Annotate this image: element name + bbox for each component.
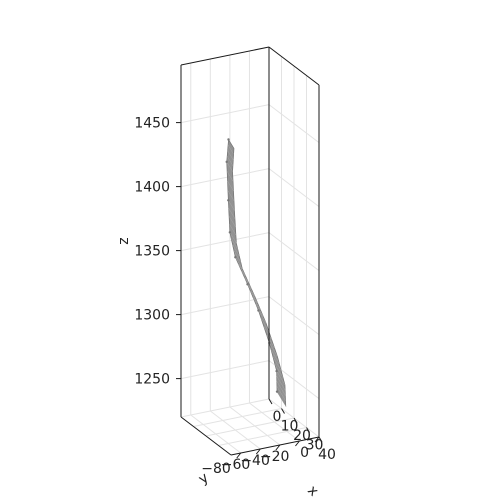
- z-gridline-left-2: [180, 232, 270, 252]
- surface-texture-line: [228, 208, 236, 219]
- surface-texture-line: [270, 349, 280, 364]
- x-tick-label-3: 30: [306, 438, 324, 454]
- axes-frame: [176, 46, 323, 459]
- frame-top-right: [268, 46, 320, 86]
- tick-labels: 1250 1300 1350 1400 1450 0 −20−40−60−80 0102030…: [134, 116, 336, 477]
- left-pane: [181, 47, 269, 417]
- surface-texture-line: [229, 224, 237, 236]
- surface-texture-line: [227, 180, 234, 192]
- surface-texture-line: [226, 161, 233, 172]
- x-tick-mark-3: [306, 427, 310, 433]
- surface-texture-line: [238, 263, 246, 276]
- z-gridline-left-3: [180, 168, 270, 188]
- y-tick-label-3: −60: [221, 457, 251, 473]
- frame-floor-front: [180, 416, 232, 456]
- x-gridline-floor-2: [205, 417, 295, 437]
- surface-point-4: [246, 283, 249, 286]
- surface-texture-line: [263, 326, 272, 340]
- surface-series: [225, 138, 287, 408]
- surface-texture-line: [269, 342, 278, 357]
- surface-texture-line: [235, 257, 243, 269]
- x-tick-label-2: 20: [293, 428, 311, 444]
- y-tick-label-4: −80: [201, 461, 231, 477]
- surface-texture-line: [229, 232, 237, 244]
- z-gridline-left-0: [180, 360, 270, 380]
- y-tick-label-0: 0: [300, 445, 309, 461]
- z-gridline-left-4: [180, 104, 270, 124]
- surface-texture-line: [233, 250, 242, 263]
- y-tick-mark-2: [275, 444, 281, 451]
- surface-texture-line: [276, 381, 286, 396]
- z-tick-label-0: 1250: [134, 372, 170, 388]
- x-gridline-floor-3: [218, 427, 307, 446]
- surface-texture-line: [228, 200, 235, 211]
- x-tick-mark-2: [293, 417, 298, 424]
- y-tick-mark-4: [236, 452, 242, 459]
- surface-texture-line: [258, 310, 267, 324]
- y-tick-label-2: −40: [240, 453, 270, 469]
- z-tick-label-2: 1350: [134, 244, 170, 260]
- surface-texture-line: [276, 376, 286, 391]
- surface-texture-line: [276, 391, 287, 407]
- surface-texture-line: [226, 156, 234, 166]
- surface-ribbon: [226, 138, 287, 408]
- surface-texture-line: [252, 297, 261, 310]
- z-tick-label-4: 1450: [134, 116, 170, 132]
- surface-point-5: [234, 256, 237, 259]
- z-axis-label: z: [116, 237, 132, 244]
- frame-floor-right: [230, 436, 320, 456]
- surface-point-0: [275, 390, 279, 393]
- y-tick-mark-3: [255, 448, 261, 455]
- x-tick-label-0: 0: [273, 409, 282, 425]
- x-tick-label-1: 10: [281, 419, 299, 435]
- surface-texture-line: [276, 386, 286, 401]
- z-tick-label-3: 1400: [134, 180, 170, 196]
- gridlines: [180, 47, 320, 456]
- surface-texture-line: [228, 216, 236, 227]
- x-gridline-floor-1: [193, 408, 282, 427]
- z-tick-label-1: 1300: [134, 308, 170, 324]
- surface-point-1: [275, 369, 278, 373]
- x-gridline-floor-0: [180, 398, 270, 418]
- surface-texture-line: [227, 190, 235, 201]
- surface-point-8: [225, 160, 228, 164]
- surface-point-7: [227, 199, 230, 202]
- x-tick-mark-0: [268, 398, 273, 405]
- surface-texture-line: [260, 318, 270, 332]
- surface-texture-line: [272, 356, 282, 371]
- surface-texture-line: [274, 363, 284, 378]
- y-tick-mark-1: [295, 440, 300, 447]
- surface-texture-line: [247, 284, 256, 297]
- surface-texture-line: [266, 334, 275, 349]
- surface-texture-line: [241, 270, 249, 283]
- x-tick-label-4: 40: [318, 447, 336, 463]
- surface-point-3: [257, 309, 260, 312]
- y-tick-label-1: −20: [260, 449, 290, 465]
- surface-texture-line: [250, 290, 258, 304]
- surface-point-6: [228, 231, 232, 234]
- x-tick-mark-1: [281, 408, 285, 414]
- x-axis-label: x: [304, 483, 321, 500]
- surface-texture-line: [276, 370, 286, 386]
- surface-texture-line: [232, 244, 240, 257]
- surface-texture-line: [227, 144, 234, 155]
- frame-top-left: [180, 46, 270, 66]
- surface-texture-line: [227, 150, 234, 161]
- surface-texture-line: [226, 171, 234, 182]
- x-tick-mark-4: [318, 436, 323, 443]
- y-tick-mark-0: [314, 436, 320, 443]
- surface-texture-line: [231, 238, 239, 250]
- surface-point-9: [227, 138, 230, 141]
